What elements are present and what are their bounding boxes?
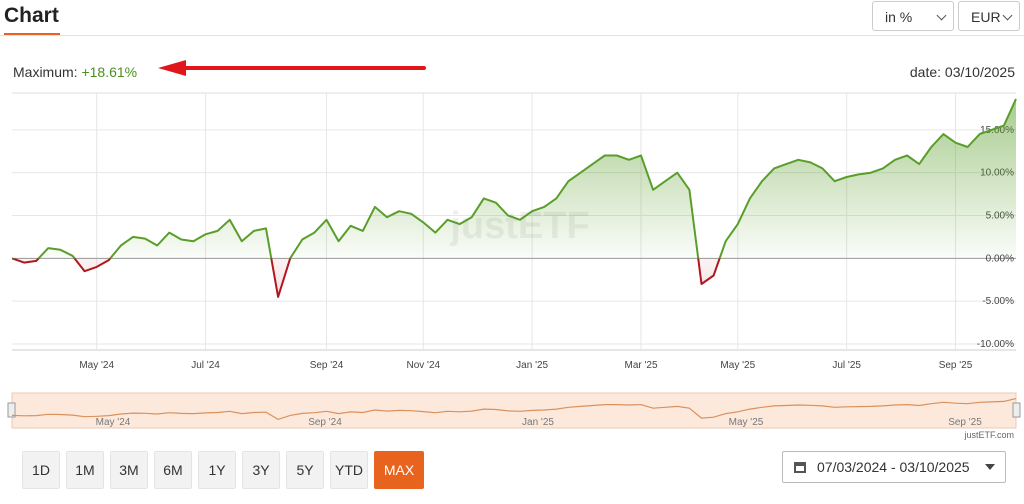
navigator-label: May '25 (729, 417, 764, 428)
x-tick-label: Nov '24 (406, 360, 440, 371)
maximum: Maximum: +18.61% (13, 64, 137, 80)
navigator-handle[interactable] (7, 402, 16, 418)
period-button[interactable]: 1M (66, 451, 104, 489)
x-tick-label: Mar '25 (624, 360, 657, 371)
navigator-handle[interactable] (1012, 402, 1021, 418)
x-tick-label: May '24 (79, 360, 114, 371)
navigator-label: Jan '25 (522, 417, 554, 428)
date-range-text: 07/03/2024 - 03/10/2025 (817, 459, 970, 475)
y-tick-label: -5.00% (982, 296, 1014, 307)
chart: justETF.com May '24 Jul '24 Sep '24 Nov '24… (7, 92, 1021, 440)
navigator-label: May '24 (96, 417, 131, 428)
x-tick-label: Jul '24 (191, 360, 220, 371)
period-button[interactable]: 3Y (242, 451, 280, 489)
period-button[interactable]: 3M (110, 451, 148, 489)
maximum-value: +18.61% (81, 64, 138, 80)
period-button[interactable]: 6M (154, 451, 192, 489)
x-tick-label: Sep '24 (310, 360, 344, 371)
period-button[interactable]: 1Y (198, 451, 236, 489)
period-button[interactable]: YTD (330, 451, 368, 489)
credit: justETF.com (963, 430, 1014, 440)
navigator-label: Sep '25 (948, 417, 982, 428)
y-tick-label: 0.00% (986, 253, 1014, 264)
title-underline (4, 33, 60, 36)
navigator-line (11, 398, 1017, 421)
date: date: 03/10/2025 (909, 64, 1015, 80)
period-button[interactable]: 1D (22, 451, 60, 489)
arrow (158, 60, 426, 76)
header-rule (0, 35, 1024, 36)
line (11, 98, 1017, 298)
currency-select[interactable]: EUR (958, 1, 1020, 31)
date-range[interactable]: 07/03/2024 - 03/10/2025 (782, 451, 1006, 483)
caret (985, 464, 995, 470)
x-tick-label: May '25 (720, 360, 755, 371)
period-button[interactable]: 5Y (286, 451, 324, 489)
navigator-label: Sep '24 (308, 417, 342, 428)
calendar-icon (794, 462, 806, 473)
x-tick-label: Sep '25 (939, 360, 973, 371)
x-tick-label: Jan '25 (516, 360, 548, 371)
period-button[interactable]: MAX (374, 451, 424, 489)
unit-select[interactable]: in % (872, 1, 954, 31)
y-tick-label: -10.00% (977, 339, 1014, 350)
title: Chart (4, 4, 59, 27)
area (12, 98, 1016, 297)
x-tick-label: Jul '25 (832, 360, 861, 371)
maximum-label: Maximum: (13, 64, 78, 80)
